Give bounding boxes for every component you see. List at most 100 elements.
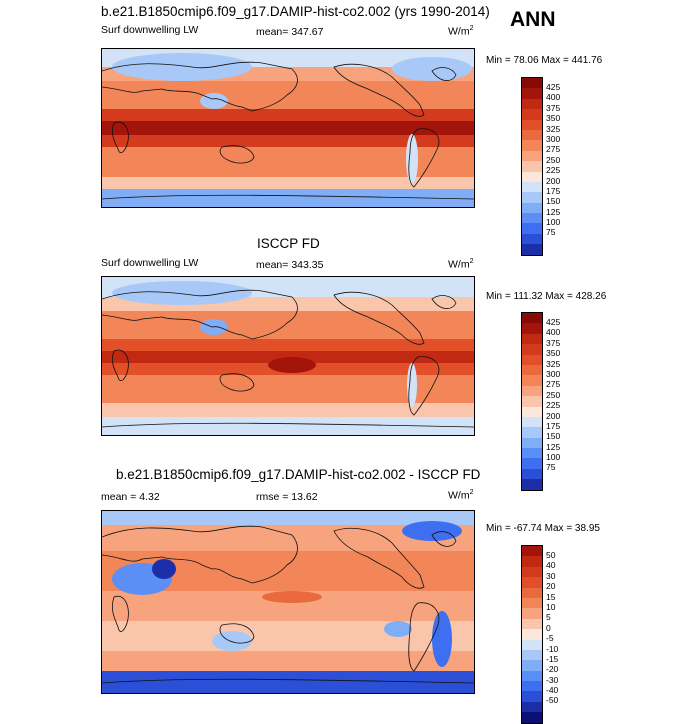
colorbar-swatch [522,354,542,365]
colorbar-tick-label: 175 [546,420,561,431]
colorbar-swatch [522,448,542,459]
panel3-mean: mean = 4.32 [101,491,160,503]
colorbar-tick-label: 350 [546,113,561,124]
panel1-variable: Surf downwelling LW [101,24,199,36]
colorbar-swatch [522,98,542,110]
colorbar-tick-label: -15 [546,653,559,664]
panel3-title: b.e21.B1850cmip6.f09_g17.DAMIP-hist-co2.… [116,467,481,482]
colorbar-tick-label: 350 [546,348,561,359]
colorbar-tick-label: -10 [546,643,559,654]
panel2-variable: Surf downwelling LW [101,257,199,269]
colorbar-swatch [522,597,542,609]
colorbar-tick-label: 20 [546,581,556,592]
colorbar-swatch [522,333,542,345]
colorbar-tick-label: 200 [546,175,561,186]
colorbar-swatch [522,223,542,234]
colorbar-swatch [522,171,542,182]
panel2-colorbar-labels: 425 400 375 350 325 300 275 250 225 200 175 150 125 1… [546,317,560,473]
colorbar-swatch [522,313,542,324]
colorbar-tick-label: 175 [546,185,561,196]
colorbar-swatch [522,479,542,490]
colorbar-swatch [522,150,542,162]
panel2-mean: mean= 343.35 [256,259,324,271]
colorbar-swatch [522,192,542,203]
colorbar-swatch [522,468,542,480]
colorbar-swatch [522,427,542,438]
colorbar-swatch [522,608,542,619]
colorbar-tick-label: 75 [546,462,556,473]
colorbar-tick-label: 250 [546,154,561,165]
colorbar-swatch [522,161,542,172]
colorbar-tick-label: 425 [546,317,561,327]
panel1-title: b.e21.B1850cmip6.f09_g17.DAMIP-hist-co2.… [101,4,490,19]
colorbar-swatch [522,437,542,449]
colorbar-swatch [522,566,542,578]
colorbar-swatch [522,364,542,376]
panel1-units: W/m2 [448,25,474,38]
season-label: ANN [510,8,556,31]
colorbar-swatch [522,344,542,355]
colorbar-swatch [522,119,542,130]
colorbar-tick-label: 15 [546,591,556,602]
colorbar-swatch [522,639,542,650]
panel2-map [101,276,475,436]
colorbar-tick-label: 400 [546,92,561,103]
colorbar-tick-label: 325 [546,123,561,134]
colorbar-swatch [522,670,542,682]
colorbar-swatch [522,233,542,245]
colorbar-tick-label: 5 [546,612,551,623]
panel1-minmax: Min = 78.06 Max = 441.76 [486,55,603,66]
colorbar-swatch [522,556,542,567]
colorbar-tick-label: -5 [546,633,554,644]
colorbar-swatch [522,375,542,386]
colorbar-tick-label: 225 [546,400,561,411]
colorbar-swatch [522,78,542,89]
panel3-units: W/m2 [448,489,474,502]
colorbar-swatch [522,701,542,713]
panel3-colorbar-labels: 50 40 30 20 15 10 5 0 -5 -10 -15 -20 -30 -40 -50 [546,550,558,706]
colorbar-swatch [522,140,542,151]
colorbar-tick-label: 200 [546,410,561,421]
colorbar-swatch [522,618,542,630]
colorbar-tick-label: 125 [546,441,561,452]
colorbar-tick-label: 275 [546,379,561,390]
colorbar-tick-label: -40 [546,685,559,696]
colorbar-tick-label: 150 [546,431,561,442]
panel1-map [101,48,475,208]
colorbar-swatch [522,323,542,334]
colorbar-swatch [522,587,542,598]
colorbar-swatch [522,660,542,671]
colorbar-tick-label: -30 [546,674,559,685]
panel1-colorbar-labels: 425 400 375 350 325 300 275 250 225 200 175 150 125 1… [546,82,560,238]
colorbar-swatch [522,629,542,640]
colorbar-tick-label: 150 [546,196,561,207]
colorbar-tick-label: -50 [546,695,559,706]
colorbar-tick-label: 100 [546,452,561,463]
colorbar-tick-label: 75 [546,227,556,238]
colorbar-tick-label: 225 [546,165,561,176]
colorbar-tick-label: 425 [546,82,561,92]
panel1-colorbar [521,77,543,256]
colorbar-tick-label: 40 [546,560,556,571]
colorbar-tick-label: 10 [546,601,556,612]
colorbar-swatch [522,546,542,557]
colorbar-tick-label: 325 [546,358,561,369]
colorbar-tick-label: 400 [546,327,561,338]
colorbar-tick-label: 50 [546,550,556,560]
panel3-minmax: Min = -67.74 Max = 38.95 [486,523,600,534]
colorbar-swatch [522,416,542,428]
colorbar-swatch [522,396,542,407]
colorbar-swatch [522,244,542,255]
colorbar-swatch [522,129,542,141]
colorbar-swatch [522,649,542,661]
panel2-title: ISCCP FD [257,236,320,251]
colorbar-swatch [522,202,542,214]
colorbar-tick-label: 30 [546,570,556,581]
colorbar-tick-label: 100 [546,217,561,228]
colorbar-swatch [522,681,542,692]
panel2-units: W/m2 [448,258,474,271]
colorbar-swatch [522,88,542,99]
colorbar-swatch [522,181,542,193]
colorbar-swatch [522,691,542,702]
panel2-colorbar [521,312,543,491]
